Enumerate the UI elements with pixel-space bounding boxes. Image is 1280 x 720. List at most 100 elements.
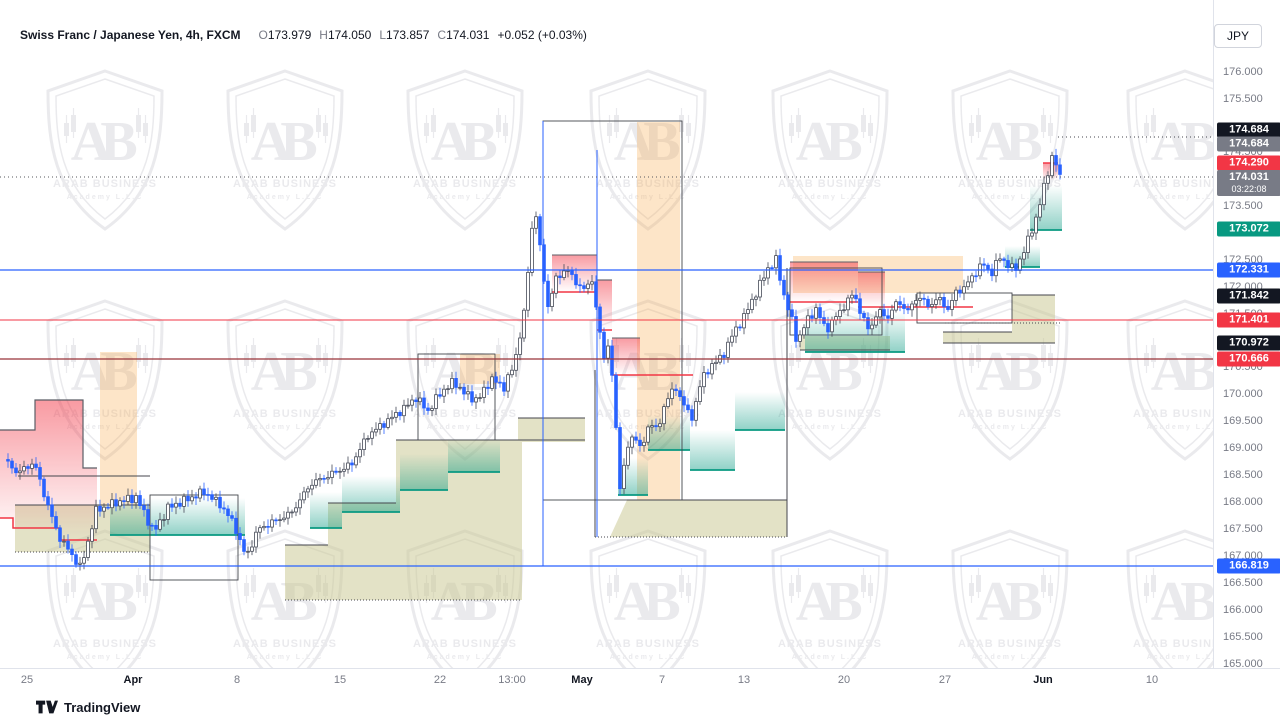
bullish-clouds: [110, 185, 1062, 536]
structure-box: [149, 494, 239, 581]
ohlc-open-key: O: [258, 28, 268, 42]
svg-text:Academy L.L.C: Academy L.L.C: [792, 194, 869, 201]
svg-text:ARAB BUSINESS: ARAB BUSINESS: [413, 638, 517, 650]
svg-text:Academy L.L.C: Academy L.L.C: [427, 424, 504, 431]
price-level-label: 174.290: [1217, 155, 1280, 171]
svg-text:A: A: [976, 111, 1017, 173]
svg-text:ARAB BUSINESS: ARAB BUSINESS: [233, 408, 337, 420]
ohlc-high-key: H: [319, 28, 328, 42]
price-tick: 169.000: [1223, 442, 1263, 454]
current-price-label: 174.031 03:22:08: [1217, 170, 1280, 196]
time-tick: 13:00: [498, 674, 526, 686]
time-tick: Jun: [1033, 674, 1053, 686]
symbol-header: Swiss Franc / Japanese Yen, 4h, FXCM O173…: [20, 28, 587, 42]
price-level-label: 170.666: [1217, 351, 1280, 367]
svg-text:Academy L.L.C: Academy L.L.C: [427, 654, 504, 661]
svg-text:Academy L.L.C: Academy L.L.C: [247, 194, 324, 201]
svg-text:Academy L.L.C: Academy L.L.C: [610, 194, 687, 201]
price-tick: 166.000: [1223, 604, 1263, 616]
ohlc-low-value: 173.857: [386, 28, 430, 42]
price-tick: 173.500: [1223, 200, 1263, 212]
svg-text:A: A: [614, 571, 655, 633]
price-tick: 167.500: [1223, 523, 1263, 535]
svg-text:ARAB BUSINESS: ARAB BUSINESS: [233, 638, 337, 650]
price-change: +0.052 (+0.03%): [497, 28, 587, 42]
price-level-label: 170.972: [1217, 335, 1280, 351]
svg-text:B: B: [825, 111, 862, 173]
svg-text:A: A: [976, 341, 1017, 403]
chart-plot-area[interactable]: A B ARAB BUSINESS Academy L.L.C A B ARAB BUSIN…: [0, 0, 1213, 668]
price-tick: 176.000: [1223, 66, 1263, 78]
ohlc-high-value: 174.050: [327, 28, 372, 42]
ohlc-close-value: 174.031: [446, 28, 490, 42]
svg-text:ARAB BUSINESS: ARAB BUSINESS: [596, 638, 700, 650]
svg-text:Academy L.L.C: Academy L.L.C: [972, 424, 1049, 431]
svg-text:Academy L.L.C: Academy L.L.C: [972, 194, 1049, 201]
svg-text:A: A: [1151, 341, 1192, 403]
svg-text:ARAB BUSINESS: ARAB BUSINESS: [233, 178, 337, 190]
svg-text:B: B: [280, 111, 317, 173]
horizontal-levels[interactable]: [0, 176, 1213, 567]
price-axis[interactable]: 176.000 175.500 174.500 173.500 172.500 172.0…: [1213, 0, 1280, 693]
tradingview-logo[interactable]: TradingView: [36, 699, 140, 715]
svg-text:B: B: [100, 571, 137, 633]
symbol-title[interactable]: Swiss Franc / Japanese Yen, 4h, FXCM: [20, 28, 241, 42]
price-tick: 166.500: [1223, 577, 1263, 589]
svg-text:ARAB BUSINESS: ARAB BUSINESS: [778, 408, 882, 420]
svg-text:ARAB BUSINESS: ARAB BUSINESS: [1133, 178, 1213, 190]
svg-text:ARAB BUSINESS: ARAB BUSINESS: [53, 638, 157, 650]
svg-text:B: B: [100, 111, 137, 173]
svg-text:Academy L.L.C: Academy L.L.C: [67, 194, 144, 201]
time-tick: 13: [737, 674, 751, 686]
price-level-label: 174.684: [1217, 122, 1280, 138]
svg-text:B: B: [643, 571, 680, 633]
watermark-shield: AB ARAB BUSINESS Academy L.L.C: [589, 529, 707, 668]
currency-jpy-button[interactable]: JPY: [1214, 24, 1262, 48]
svg-text:B: B: [280, 341, 317, 403]
svg-text:Academy L.L.C: Academy L.L.C: [972, 654, 1049, 661]
svg-text:A: A: [251, 341, 292, 403]
svg-text:B: B: [460, 111, 497, 173]
svg-text:A: A: [71, 571, 112, 633]
svg-text:B: B: [100, 341, 137, 403]
svg-text:Academy L.L.C: Academy L.L.C: [1147, 424, 1213, 431]
svg-text:ARAB BUSINESS: ARAB BUSINESS: [778, 178, 882, 190]
price-tick: 165.000: [1223, 658, 1263, 670]
svg-text:B: B: [1180, 571, 1213, 633]
svg-text:Academy L.L.C: Academy L.L.C: [610, 654, 687, 661]
svg-text:A: A: [796, 571, 837, 633]
svg-text:Academy L.L.C: Academy L.L.C: [1147, 654, 1213, 661]
demand-zone: [285, 418, 585, 600]
svg-text:ARAB BUSINESS: ARAB BUSINESS: [1133, 638, 1213, 650]
svg-text:B: B: [1180, 341, 1213, 403]
watermark-shield: AB ARAB BUSINESS Academy L.L.C: [771, 69, 889, 231]
svg-text:A: A: [796, 111, 837, 173]
svg-text:Academy L.L.C: Academy L.L.C: [67, 654, 144, 661]
time-tick: Apr: [123, 674, 143, 686]
structure-box: [789, 267, 883, 336]
structure-drawings[interactable]: [15, 120, 1213, 601]
svg-text:A: A: [976, 571, 1017, 633]
price-level-label: 171.401: [1217, 312, 1280, 328]
svg-text:A: A: [71, 111, 112, 173]
time-tick: 8: [233, 674, 241, 686]
svg-text:B: B: [1005, 111, 1042, 173]
ohlc-open-value: 173.979: [267, 28, 312, 42]
svg-text:A: A: [1151, 111, 1192, 173]
time-axis[interactable]: 25 Apr 8 15 22 13:00 May 7 13 20 27 Jun 10: [0, 668, 1280, 694]
ohlc-low-key: L: [379, 28, 387, 42]
svg-text:ARAB BUSINESS: ARAB BUSINESS: [1133, 408, 1213, 420]
tradingview-logo-icon: [36, 700, 58, 714]
time-tick: 22: [433, 674, 447, 686]
time-tick: 25: [20, 674, 34, 686]
svg-text:Academy L.L.C: Academy L.L.C: [792, 654, 869, 661]
footer-bar: TradingView: [0, 693, 1280, 720]
svg-text:B: B: [1180, 111, 1213, 173]
